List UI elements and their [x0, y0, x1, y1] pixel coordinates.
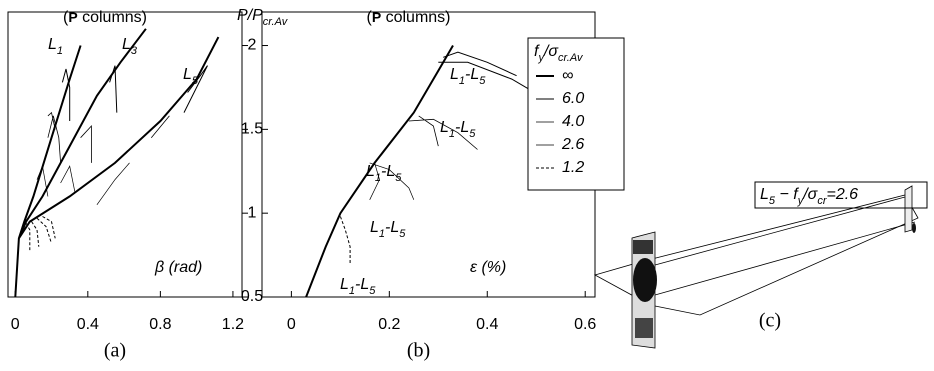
- legend-label: 4.0: [562, 113, 584, 130]
- x-tick-label: 0: [11, 316, 20, 333]
- legend-label: 6.0: [562, 90, 584, 107]
- series-line: [37, 163, 130, 205]
- curve-label-part: L: [370, 219, 379, 236]
- series-line: [48, 113, 169, 163]
- curve-label-part: L: [183, 66, 192, 83]
- legend-label: 2.6: [561, 136, 584, 153]
- figure: (P columns)00.40.81.2β (rad)(a)L1L3L5(P …: [0, 0, 934, 366]
- curve-label-part: 5: [369, 285, 376, 297]
- y-tick-label: 0.5: [241, 288, 263, 305]
- curve-label-part: 5: [395, 172, 402, 184]
- curve-label: L3: [122, 36, 138, 57]
- x-tick-label: 0.6: [574, 316, 596, 333]
- panel-title: (P columns): [63, 9, 147, 27]
- curve-label-part: -L: [355, 276, 369, 293]
- curve-label: L1: [48, 36, 63, 57]
- x-tick-label: 0.8: [149, 316, 171, 333]
- panel-c-image: [595, 186, 918, 348]
- panel-title-part: columns): [78, 9, 147, 26]
- curve-label-part: L: [450, 66, 459, 83]
- curve-label-part: 1: [57, 45, 63, 57]
- panel-title-part: P: [68, 9, 77, 25]
- curve-label: L1-L5: [370, 219, 406, 240]
- panel-caption: (b): [407, 340, 430, 362]
- curve-label-part: 5: [469, 128, 476, 140]
- curve-label-part: L: [48, 36, 57, 53]
- x-tick-label: 1.2: [222, 316, 244, 333]
- curve-label-part: -L: [465, 66, 479, 83]
- curve-label: L1-L5: [450, 66, 486, 87]
- panel-c-label-part: =2.6: [826, 186, 858, 203]
- curve-label-part: 5: [479, 75, 486, 87]
- panel-caption: (a): [104, 340, 126, 362]
- y-axis-label-part: cr.Av: [263, 16, 289, 28]
- panel-title-part: columns): [381, 9, 450, 26]
- y-axis-label: P/Pcr.Av: [237, 7, 289, 28]
- curve-label: L5: [183, 66, 199, 87]
- panel-c-label-part: − f: [775, 186, 799, 203]
- panel-title: (P columns): [366, 9, 450, 27]
- x-tick-label: 0: [287, 316, 296, 333]
- curve-label-part: -L: [455, 119, 469, 136]
- legend-label: ∞: [562, 67, 573, 84]
- x-axis-label: ε (%): [470, 259, 506, 276]
- curve-label-part: -L: [385, 219, 399, 236]
- x-tick-label: 0.2: [378, 316, 400, 333]
- curve-label-part: -L: [381, 163, 395, 180]
- x-axis-label: β (rad): [154, 259, 202, 276]
- y-tick-label: 1.5: [241, 121, 263, 138]
- y-tick-label: 2: [248, 37, 257, 54]
- series-line: [340, 217, 350, 264]
- legend-label: 1.2: [562, 159, 584, 176]
- panel-c-label-part: /σ: [802, 186, 818, 203]
- x-tick-label: 0.4: [77, 316, 99, 333]
- panel-c-label-part: L: [760, 186, 769, 203]
- panel-c-caption: (c): [759, 310, 781, 332]
- curve-label-part: 5: [399, 228, 406, 240]
- x-tick-label: 0.4: [476, 316, 498, 333]
- curve-label-part: L: [340, 276, 349, 293]
- legend-title-part: cr.Av: [558, 52, 584, 64]
- y-axis-label-part: P/P: [237, 7, 263, 24]
- curve-label: L1-L5: [440, 119, 476, 140]
- curve-label: L1-L5: [340, 276, 376, 297]
- y-tick-label: 1: [248, 204, 257, 221]
- panel-title-part: P: [372, 9, 381, 25]
- legend-title-part: /σ: [543, 43, 559, 60]
- curve-label-part: L: [440, 119, 449, 136]
- panel-c-label: L5 − fy/σcr=2.6: [760, 186, 858, 207]
